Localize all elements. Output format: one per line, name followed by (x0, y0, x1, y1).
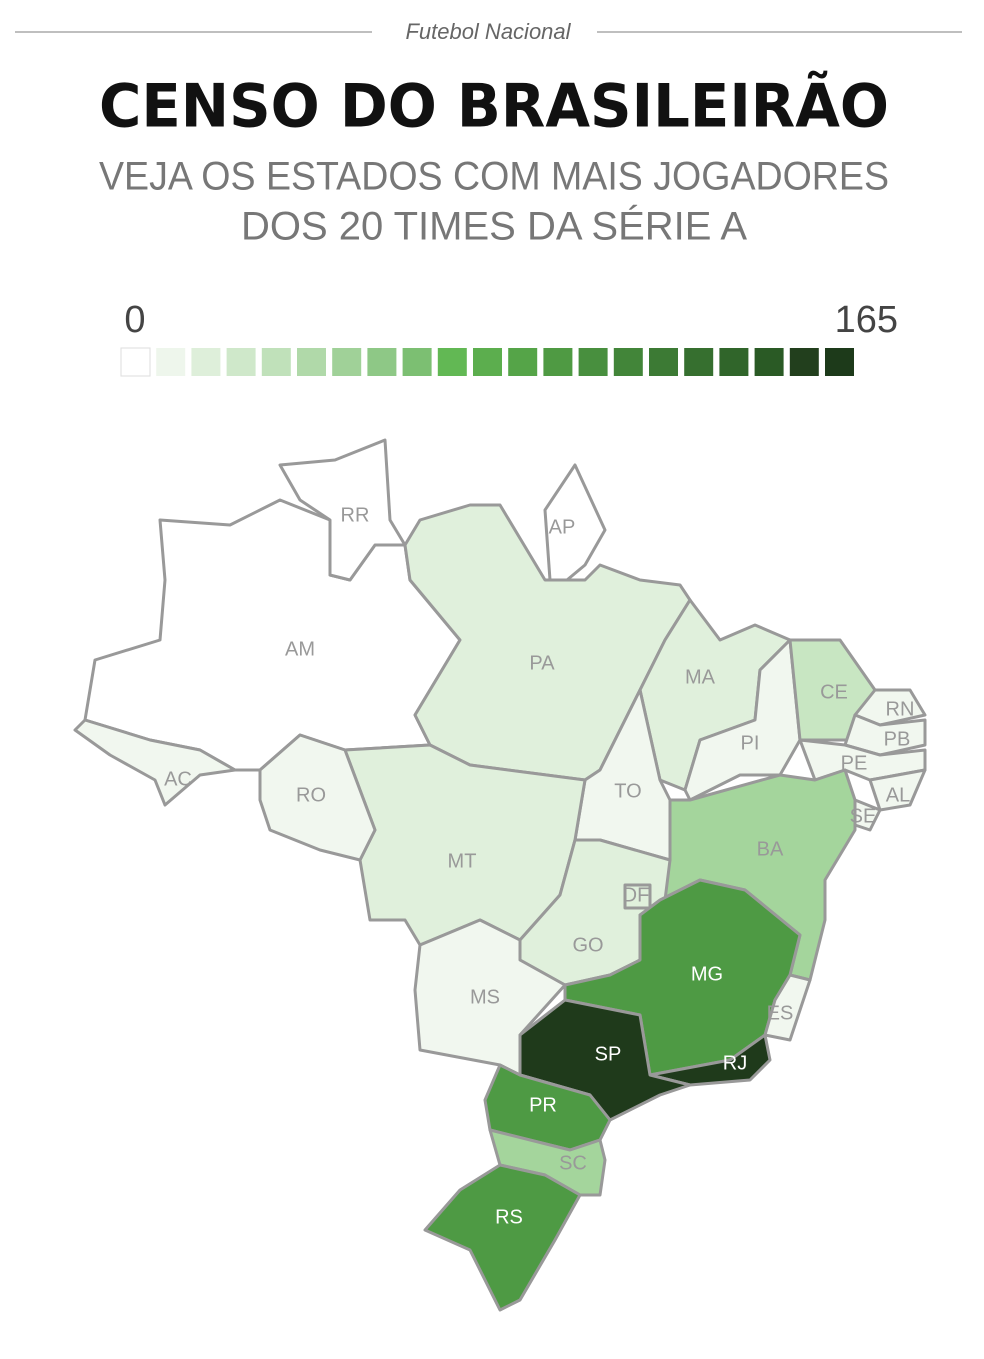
legend-swatch (437, 348, 467, 376)
state-label: GO (572, 934, 603, 956)
state-label: RR (341, 504, 370, 526)
state-label: PR (529, 1094, 557, 1116)
subtitle: VEJA OS ESTADOS COM MAIS JOGADORES (99, 155, 889, 199)
state-label: MT (448, 850, 477, 872)
state-label: MS (470, 986, 500, 1008)
state-label: ES (767, 1002, 794, 1024)
legend-max: 165 (835, 299, 898, 341)
state-label: PE (841, 752, 868, 774)
legend-swatch (754, 348, 784, 376)
legend-swatch (156, 348, 186, 376)
legend-swatch (120, 347, 151, 377)
state-label: RN (886, 698, 915, 720)
state (683, 638, 802, 802)
state-label: RS (495, 1206, 523, 1228)
state-label: AP (549, 516, 576, 538)
legend-swatch (297, 348, 326, 376)
legend-swatch (508, 348, 538, 376)
legend-swatch (191, 348, 221, 376)
legend-swatch (261, 348, 291, 376)
state-label: CE (820, 681, 848, 703)
legend-swatch (789, 348, 819, 376)
state (763, 973, 812, 1042)
legend-swatch (226, 348, 256, 376)
subtitle: DOS 20 TIMES DA SÉRIE A (241, 204, 747, 249)
state-label: AM (285, 638, 315, 660)
legend-min: 0 (124, 299, 145, 341)
legend-swatch (649, 348, 678, 376)
state-label: BA (757, 838, 784, 860)
state-label: SE (850, 805, 877, 827)
legend-swatch (684, 348, 714, 376)
state-label: AL (886, 784, 910, 806)
state-label: TO (614, 780, 641, 802)
legend-swatch (332, 348, 362, 376)
legend-swatch (543, 348, 573, 376)
state (853, 688, 927, 727)
legend-swatch (719, 348, 749, 376)
state (868, 768, 927, 812)
state (258, 733, 377, 862)
legend-swatch (473, 348, 502, 376)
state-label: RO (296, 784, 326, 806)
title: CENSO DO BRASILEIRÃO (99, 70, 889, 142)
state-label: PA (529, 652, 555, 674)
legend-swatch (367, 348, 397, 376)
state-label: MG (691, 963, 723, 985)
state-label: SP (595, 1043, 622, 1065)
state-label: PB (884, 728, 911, 750)
state-label: AC (164, 768, 192, 790)
legend-swatch (402, 348, 432, 376)
state (518, 998, 692, 1122)
state (423, 1163, 582, 1312)
state-label: MA (685, 666, 716, 688)
state-label: RJ (723, 1052, 747, 1074)
kicker: Futebol Nacional (405, 19, 571, 44)
state-label: SC (559, 1152, 587, 1174)
state (73, 718, 237, 807)
state (278, 438, 407, 582)
legend-scale (120, 347, 854, 377)
map: AM RR AP PA MA PI CE RN PB PE AL SE BA TO MT RO AC GO DF MS… (73, 438, 927, 1312)
legend-swatch (825, 348, 854, 376)
legend-swatch (613, 348, 643, 376)
legend-swatch (578, 348, 608, 376)
state-label: PI (741, 732, 760, 754)
state-label: DF (623, 884, 650, 906)
